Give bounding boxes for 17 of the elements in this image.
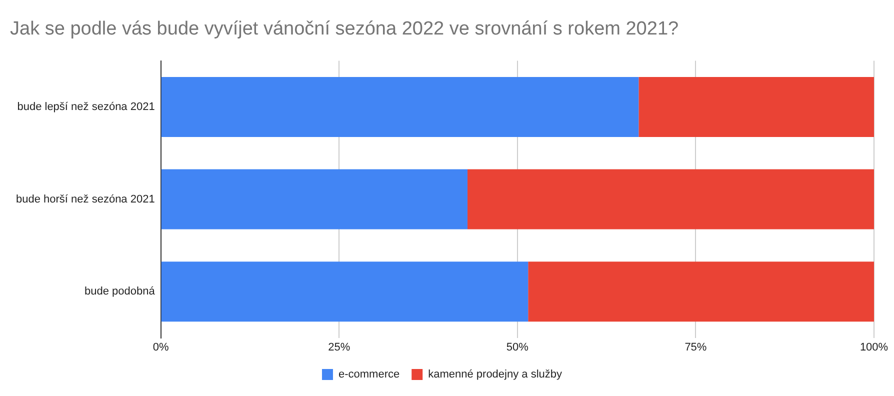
x-tick-label: 25% [328, 341, 350, 354]
bar [638, 76, 874, 137]
y-tick-label: bude lepší než sezóna 2021 [17, 101, 155, 113]
x-tick-label: 50% [506, 341, 529, 354]
x-tick-label: 0% [152, 341, 169, 354]
bar [528, 262, 874, 322]
bar [161, 262, 528, 322]
legend-label: kamenné prodejny a služby [428, 368, 563, 381]
y-tick-label: bude podobná [84, 286, 156, 298]
chart-title: Jak se podle vás bude vyvíjet vánoční sezóna 2022 ve srovnání s rokem 2021? [10, 18, 679, 40]
bar [161, 76, 639, 137]
bar [467, 169, 874, 230]
bar [161, 169, 468, 230]
x-tick-label: 75% [684, 341, 707, 354]
y-tick-label: bude horší než sezóna 2021 [16, 193, 155, 206]
legend-label: e-commerce [338, 368, 400, 381]
x-tick-label: 100% [860, 341, 888, 354]
